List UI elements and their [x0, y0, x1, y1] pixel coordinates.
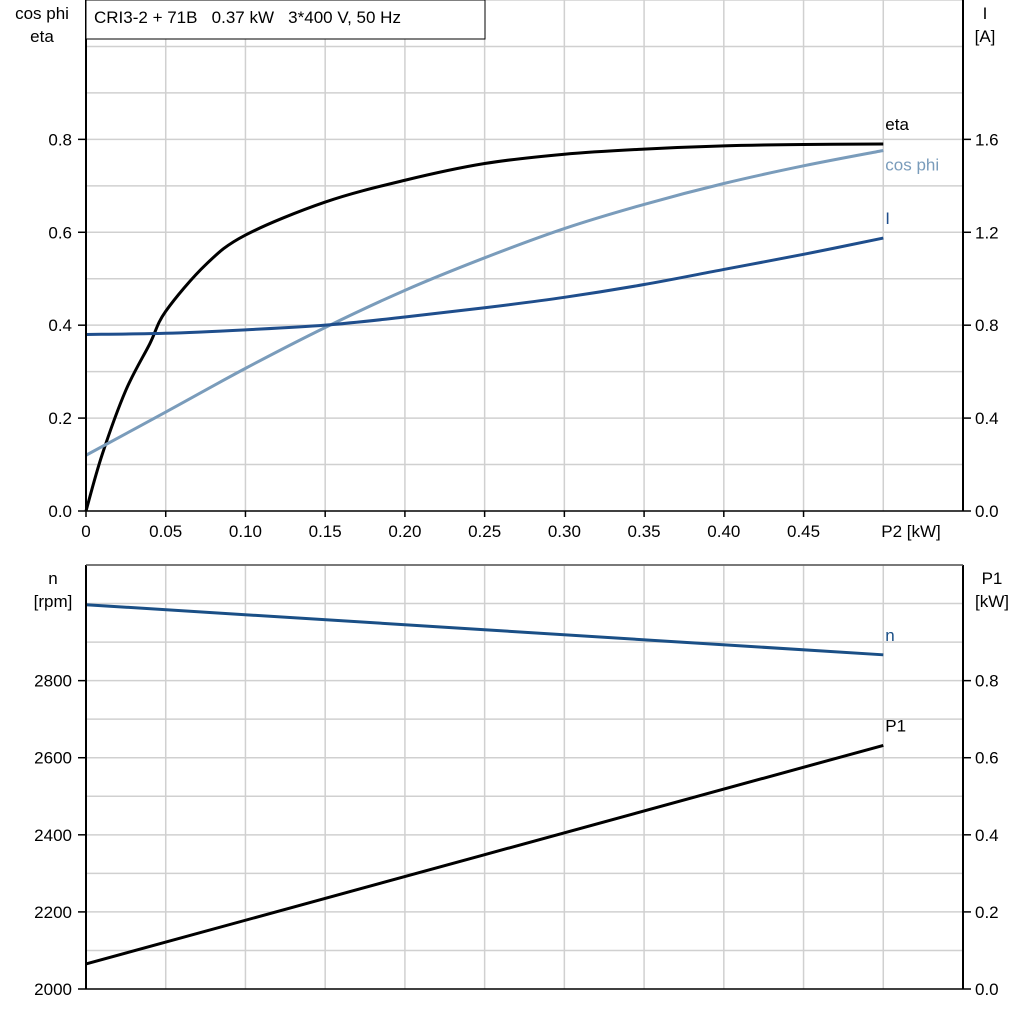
left-tick-label: 2600 [34, 749, 72, 768]
left-tick-label: 2800 [34, 672, 72, 691]
right-tick-label: 1.6 [975, 130, 999, 149]
right-axis-title: P1 [982, 569, 1003, 588]
chart-title: CRI3-2 + 71B 0.37 kW 3*400 V, 50 Hz [94, 8, 401, 27]
series-cos-phi [85, 149, 884, 457]
right-tick-label: 0.0 [975, 502, 999, 521]
series-label-P1: P1 [885, 716, 906, 735]
left-tick-label: 0.0 [48, 502, 72, 521]
right-tick-label: 0.8 [975, 672, 999, 691]
right-tick-label: 1.2 [975, 223, 999, 242]
series-label-eta: eta [885, 115, 909, 134]
x-tick-label: 0.45 [787, 522, 820, 541]
left-tick-label: 0.2 [48, 409, 72, 428]
x-tick-label: 0 [81, 522, 90, 541]
tick-labels: 0.0 0.2 0.4 0.6 0.8 0.0 0.4 0.8 1.2 1.6 cos phi eta… [15, 4, 1009, 999]
left-axis-title: eta [30, 27, 54, 46]
left-tick-label: 0.8 [48, 130, 72, 149]
x-tick-label: 0.05 [149, 522, 182, 541]
series-eta [84, 142, 884, 512]
x-tick-label: 0.35 [628, 522, 661, 541]
right-tick-label: 0.6 [975, 749, 999, 768]
right-axis-title: I [983, 4, 988, 23]
series-label-cos-phi: cos phi [885, 156, 939, 175]
x-tick-label: 0.20 [388, 522, 421, 541]
left-tick-label: 2000 [34, 980, 72, 999]
right-tick-label: 0.4 [975, 826, 999, 845]
right-tick-label: 0.2 [975, 903, 999, 922]
left-axis-title: [rpm] [34, 592, 73, 611]
series-label-I: I [885, 209, 890, 228]
series-label-n: n [885, 626, 894, 645]
x-axis-title: P2 [kW] [881, 522, 941, 541]
right-tick-label: 0.4 [975, 409, 999, 428]
left-axis-title: n [48, 569, 57, 588]
axes [78, 0, 971, 990]
series-lines [84, 142, 884, 966]
left-tick-label: 2400 [34, 826, 72, 845]
series-I [85, 236, 884, 336]
top-grid [86, 0, 963, 511]
title-box [85, 0, 486, 40]
left-tick-label: 2200 [34, 903, 72, 922]
right-tick-label: 0.8 [975, 316, 999, 335]
series-n [85, 603, 884, 657]
right-tick-label: 0.0 [975, 980, 999, 999]
x-tick-label: 0.15 [309, 522, 342, 541]
left-tick-label: 0.6 [48, 223, 72, 242]
right-axis-title: [kW] [975, 592, 1009, 611]
x-tick-label: 0.10 [229, 522, 262, 541]
left-axis-title: cos phi [15, 4, 69, 23]
left-tick-label: 0.4 [48, 316, 72, 335]
bottom-grid [86, 564, 963, 989]
right-axis-title: [A] [975, 27, 996, 46]
x-tick-label: 0.30 [548, 522, 581, 541]
series-P1 [85, 743, 884, 966]
x-tick-label: 0.25 [468, 522, 501, 541]
x-tick-label: 0.40 [707, 522, 740, 541]
